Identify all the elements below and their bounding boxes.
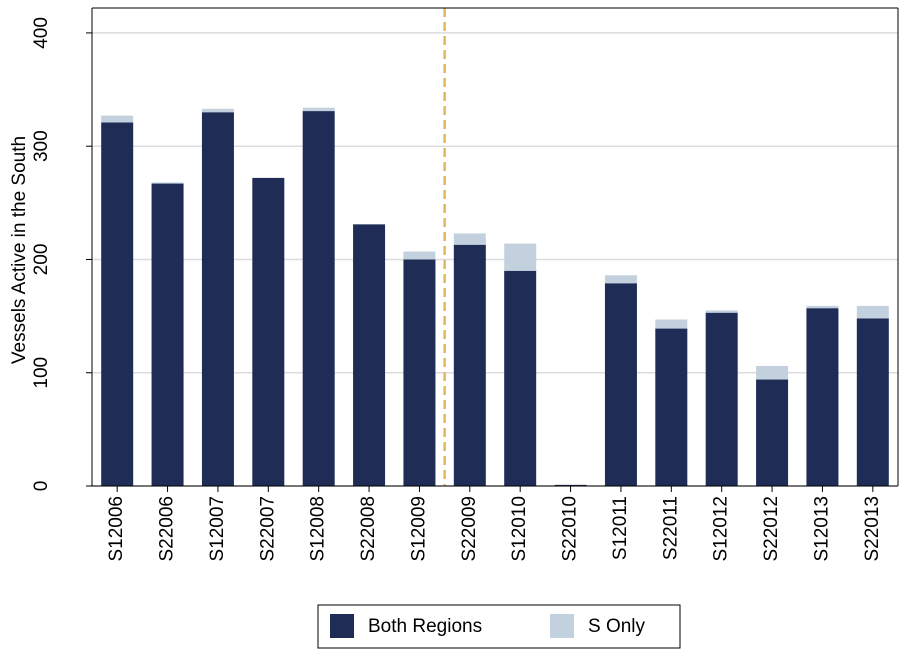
bar-segment xyxy=(403,259,436,486)
x-tick-label: S22012 xyxy=(761,496,782,562)
bar-segment xyxy=(806,305,839,309)
x-tick-label: S22008 xyxy=(358,496,379,562)
legend-label: S Only xyxy=(588,616,646,637)
bar-segment xyxy=(101,122,134,487)
x-tick-label: S12012 xyxy=(711,496,732,562)
bar-segment xyxy=(655,328,688,486)
y-tick-label: 400 xyxy=(31,17,52,49)
bar-segment xyxy=(554,484,587,486)
x-tick-label: S12013 xyxy=(811,496,832,562)
bar-segment xyxy=(806,308,839,486)
x-tick-label: S12008 xyxy=(308,496,329,562)
bar-segment xyxy=(504,243,537,271)
bar-segment xyxy=(705,310,738,313)
bar-segment xyxy=(655,319,688,329)
x-tick-label: S22013 xyxy=(862,496,883,562)
bar-segment xyxy=(604,275,637,284)
x-tick-label: S22006 xyxy=(157,496,178,562)
bar-segment xyxy=(252,177,285,486)
x-tick-label: S22007 xyxy=(257,496,278,562)
bar-segment xyxy=(756,365,789,380)
x-tick-label: S12011 xyxy=(610,496,631,560)
bar-segment xyxy=(453,244,486,486)
y-tick-label: 0 xyxy=(31,481,52,492)
legend-swatch xyxy=(330,614,354,638)
y-tick-label: 200 xyxy=(31,244,52,276)
x-tick-label: S12007 xyxy=(207,496,228,562)
y-tick-label: 300 xyxy=(31,130,52,162)
bar-segment xyxy=(353,224,386,486)
bar-segment xyxy=(101,115,134,123)
x-tick-label: S22010 xyxy=(560,496,581,562)
bar-segment xyxy=(403,251,436,260)
x-tick-label: S12006 xyxy=(106,496,127,562)
bar-segment xyxy=(151,183,184,486)
x-tick-label: S12009 xyxy=(408,496,429,562)
bar-segment xyxy=(201,112,234,487)
bar-segment xyxy=(705,312,738,486)
bar-segment xyxy=(604,283,637,486)
y-tick-label: 100 xyxy=(31,357,52,389)
bar-segment xyxy=(856,318,889,486)
bar-segment xyxy=(453,233,486,245)
bar-segment xyxy=(856,305,889,319)
bar-segment xyxy=(504,270,537,486)
bar-segment xyxy=(756,379,789,486)
bar-segment xyxy=(151,182,184,184)
legend-label: Both Regions xyxy=(368,616,482,637)
bar-segment xyxy=(302,111,335,486)
x-tick-label: S12010 xyxy=(509,496,530,562)
x-tick-label: S22011 xyxy=(660,496,681,560)
bar-segment xyxy=(302,107,335,112)
bar-segment xyxy=(201,108,234,113)
legend-swatch xyxy=(550,614,574,638)
y-axis-label: Vessels Active in the South xyxy=(9,136,30,364)
legend-box xyxy=(317,604,681,649)
x-tick-label: S22009 xyxy=(459,496,480,562)
